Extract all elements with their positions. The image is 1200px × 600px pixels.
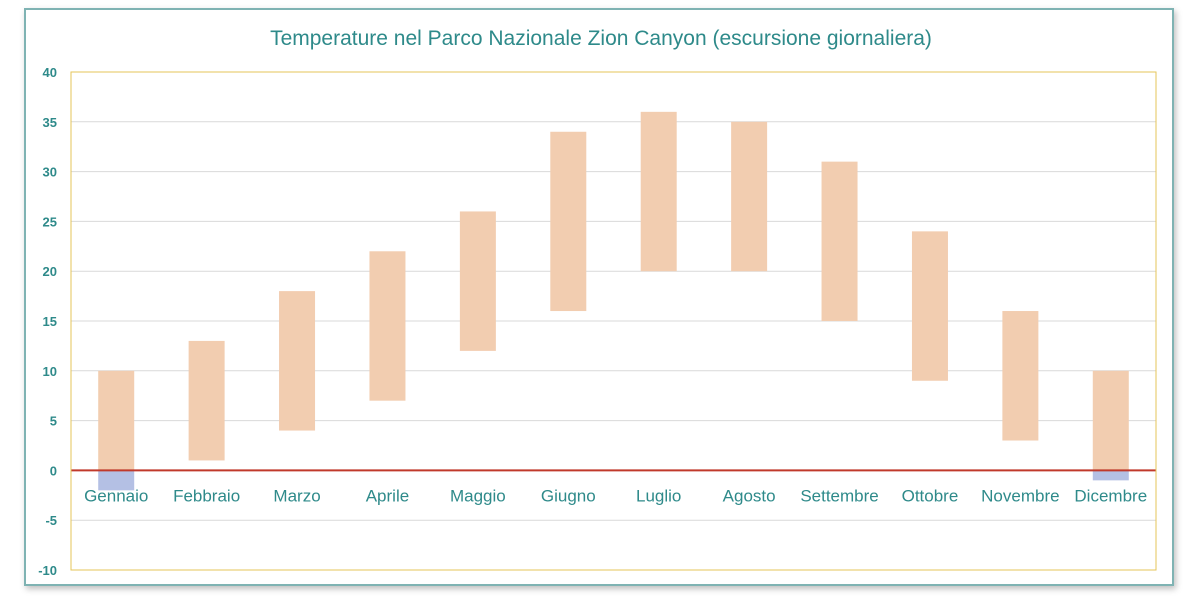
bar-10 xyxy=(1002,311,1039,441)
y-tick-label-5: 15 xyxy=(43,314,57,329)
chart-frame: Temperature nel Parco Nazionale Zion Can… xyxy=(24,8,1174,586)
x-category-label-3: Aprile xyxy=(366,486,409,505)
y-tick-label-8: 30 xyxy=(43,165,57,180)
x-category-label-0: Gennaio xyxy=(84,486,148,505)
chart-title: Temperature nel Parco Nazionale Zion Can… xyxy=(270,27,932,50)
x-category-label-10: Novembre xyxy=(981,486,1059,505)
x-category-label-6: Luglio xyxy=(636,486,681,505)
bar-7 xyxy=(731,121,768,272)
bar-9 xyxy=(911,231,948,381)
x-category-label-5: Giugno xyxy=(541,486,596,505)
y-tick-label-0: -10 xyxy=(38,563,57,578)
bar-4 xyxy=(459,211,496,351)
x-axis-categories: Gennaio Febbraio Marzo Aprile Maggio Giugno Lu… xyxy=(84,486,1147,505)
bars xyxy=(98,111,1129,471)
x-category-label-9: Ottobre xyxy=(902,486,959,505)
x-category-label-11: Dicembre xyxy=(1074,486,1147,505)
bar-6 xyxy=(640,111,677,272)
y-tick-label-2: 0 xyxy=(50,463,57,478)
y-axis-ticks: -10 -5 0 5 10 15 20 25 30 35 40 xyxy=(38,65,57,578)
bar-2 xyxy=(279,291,316,431)
x-category-label-7: Agosto xyxy=(723,486,776,505)
y-tick-label-4: 10 xyxy=(43,364,57,379)
negative-bars xyxy=(98,470,1129,491)
bar-negative-11 xyxy=(1092,470,1129,481)
x-category-label-4: Maggio xyxy=(450,486,506,505)
bar-8 xyxy=(821,161,858,321)
bar-negative-0 xyxy=(98,470,135,491)
y-tick-label-9: 35 xyxy=(43,115,57,130)
y-tick-label-10: 40 xyxy=(43,65,57,80)
y-tick-label-7: 25 xyxy=(43,214,57,229)
x-category-label-8: Settembre xyxy=(800,486,878,505)
plot-area-border xyxy=(70,71,1157,571)
bar-11 xyxy=(1092,370,1129,471)
y-tick-label-6: 20 xyxy=(43,264,57,279)
y-tick-label-3: 5 xyxy=(50,414,57,429)
bar-5 xyxy=(550,131,587,312)
y-tick-label-1: -5 xyxy=(45,513,57,528)
temperature-range-chart: Temperature nel Parco Nazionale Zion Can… xyxy=(38,27,1157,578)
x-category-label-2: Marzo xyxy=(273,486,320,505)
bar-1 xyxy=(188,340,225,461)
x-category-label-1: Febbraio xyxy=(173,486,240,505)
bar-3 xyxy=(369,251,406,401)
bar-0 xyxy=(98,370,135,471)
